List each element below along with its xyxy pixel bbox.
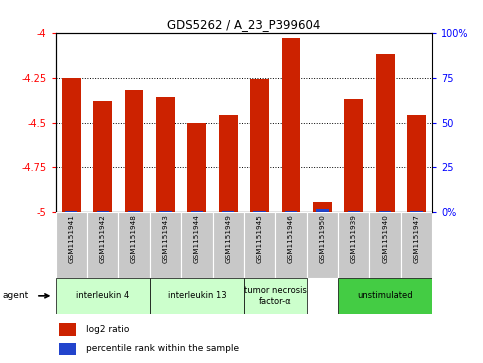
Text: GSM1151949: GSM1151949 [225, 214, 231, 263]
Bar [411, 211, 423, 212]
Text: percentile rank within the sample: percentile rank within the sample [85, 344, 239, 354]
Text: tumor necrosis
factor-α: tumor necrosis factor-α [244, 286, 307, 306]
Bar [316, 209, 328, 212]
Bar [59, 323, 76, 336]
Bar [244, 278, 307, 314]
Bar [87, 212, 118, 278]
Bar [159, 211, 171, 212]
Bar [56, 278, 150, 314]
Bar [313, 201, 332, 212]
Bar [62, 78, 81, 212]
Bar [307, 212, 338, 278]
Bar [181, 212, 213, 278]
Text: GSM1151943: GSM1151943 [162, 214, 169, 263]
Text: GSM1151939: GSM1151939 [351, 214, 357, 263]
Bar [97, 211, 109, 212]
Text: log2 ratio: log2 ratio [85, 325, 129, 334]
Text: interleukin 13: interleukin 13 [168, 291, 226, 300]
Bar [369, 212, 401, 278]
Text: GSM1151948: GSM1151948 [131, 214, 137, 263]
Bar [282, 38, 300, 212]
Bar [187, 123, 206, 212]
Bar [150, 212, 181, 278]
Text: unstimulated: unstimulated [357, 291, 413, 300]
Bar [219, 115, 238, 212]
Text: GSM1151946: GSM1151946 [288, 214, 294, 263]
Bar [156, 97, 175, 212]
Bar [338, 212, 369, 278]
Bar [150, 278, 244, 314]
Text: GSM1151941: GSM1151941 [68, 214, 74, 263]
Bar [376, 54, 395, 212]
Bar [128, 211, 140, 212]
Text: interleukin 4: interleukin 4 [76, 291, 129, 300]
Bar [348, 211, 360, 212]
Bar [407, 115, 426, 212]
Text: GSM1151944: GSM1151944 [194, 214, 200, 263]
Bar [125, 90, 143, 212]
Bar [118, 212, 150, 278]
Bar [275, 212, 307, 278]
Text: GSM1151950: GSM1151950 [319, 214, 326, 263]
Text: GSM1151947: GSM1151947 [413, 214, 420, 263]
Bar [285, 211, 297, 212]
Bar [401, 212, 432, 278]
Bar [222, 211, 234, 212]
Bar [344, 99, 363, 212]
Bar [379, 211, 391, 212]
Text: GSM1151945: GSM1151945 [256, 214, 263, 263]
Text: agent: agent [2, 291, 28, 300]
Bar [65, 211, 77, 212]
Title: GDS5262 / A_23_P399604: GDS5262 / A_23_P399604 [167, 19, 321, 32]
Bar [93, 101, 112, 212]
Text: GSM1151940: GSM1151940 [382, 214, 388, 263]
Bar [191, 211, 203, 212]
Bar [254, 211, 266, 212]
Text: GSM1151942: GSM1151942 [99, 214, 106, 263]
Bar [338, 278, 432, 314]
Bar [244, 212, 275, 278]
Bar [213, 212, 244, 278]
Bar [59, 343, 76, 355]
Bar [250, 79, 269, 212]
Bar [56, 212, 87, 278]
